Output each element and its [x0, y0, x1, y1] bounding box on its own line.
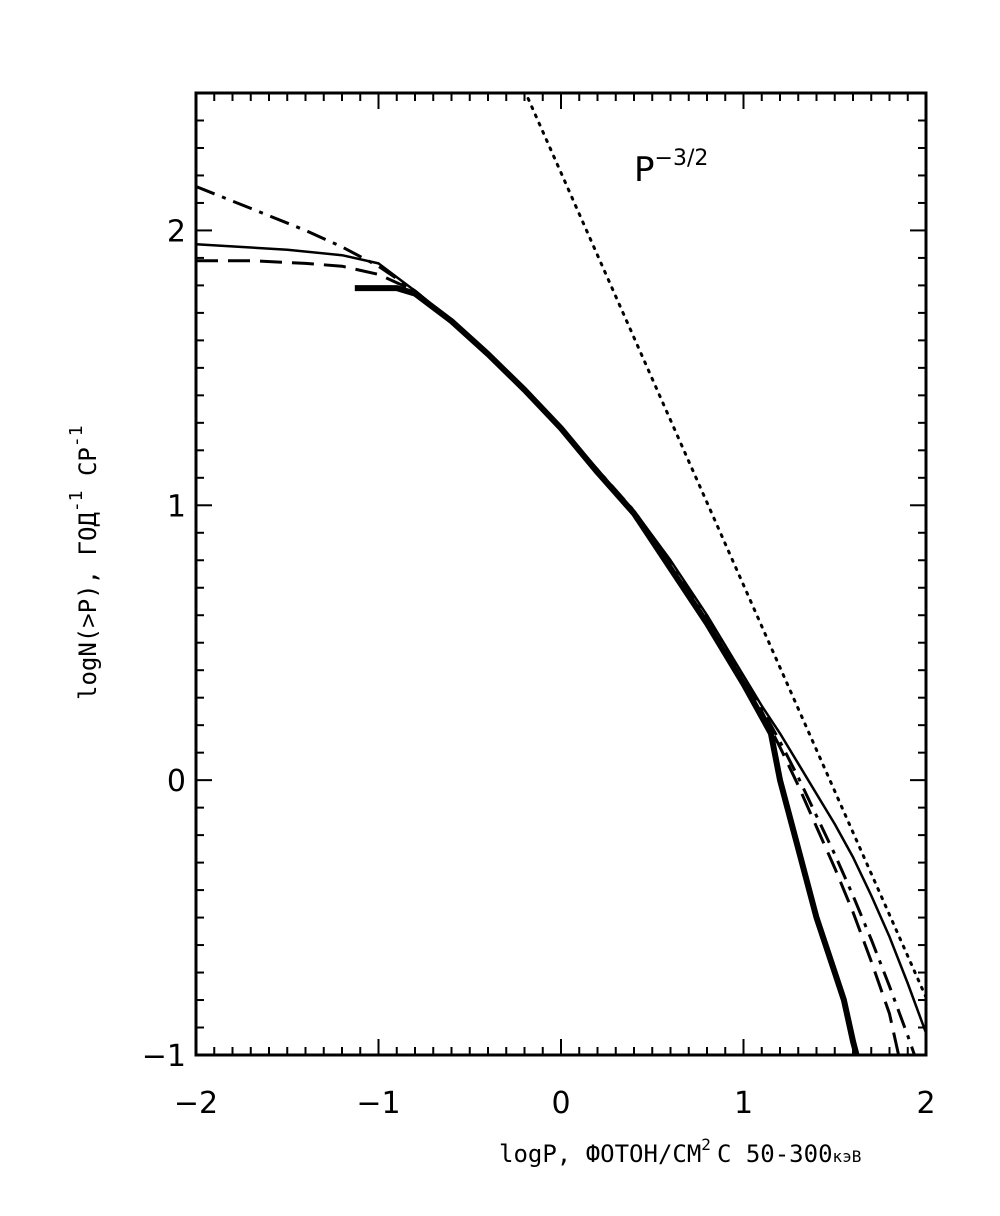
series-line-dashed — [196, 259, 901, 1055]
tick-labels-layer: −2 −1 0 1 2 −1 0 1 2 — [142, 214, 936, 1121]
series-line-dotted — [524, 93, 926, 999]
y-axis-title: logN(>P), ГОД-1 СР-1 — [66, 425, 102, 700]
x-axis-title-sup: 2 — [701, 1135, 711, 1154]
series-layer — [196, 93, 926, 1055]
annotation: P−3/2 — [634, 146, 708, 190]
y-tick-label: 1 — [167, 489, 186, 524]
x-axis-title: logP, ФОТОН/СМ2 С 50-300кэВ — [499, 1135, 861, 1168]
y-tick-label: −1 — [142, 1039, 186, 1074]
y-tick-label: 0 — [167, 764, 186, 799]
annotation-base: P — [634, 150, 655, 190]
series-line-thin-solid — [196, 242, 926, 1034]
x-tick-label: 1 — [734, 1086, 753, 1121]
y-axis-title-sup2: -1 — [66, 425, 87, 447]
x-axis-title-lead: logP, ФОТОН/СМ — [499, 1140, 701, 1168]
y-axis-title-sup1: -1 — [66, 490, 87, 512]
series-line-dash-dot — [196, 185, 917, 1055]
annotation-exponent: −3/2 — [655, 146, 709, 171]
ticks-layer — [195, 92, 927, 1056]
x-tick-label: −1 — [356, 1086, 400, 1121]
y-tick-label: 2 — [167, 214, 186, 249]
x-axis-title-tail: С 50-300 — [717, 1140, 833, 1168]
y-axis-title-mid: СР — [74, 447, 102, 490]
x-axis-title-unit: кэВ — [833, 1147, 862, 1166]
series-line-thick-solid — [354, 285, 860, 1055]
x-tick-label: 0 — [551, 1086, 570, 1121]
x-tick-label: −2 — [174, 1086, 218, 1121]
x-tick-label: 2 — [916, 1086, 935, 1121]
y-axis-title-lead: logN(>P), ГОД — [74, 512, 102, 700]
